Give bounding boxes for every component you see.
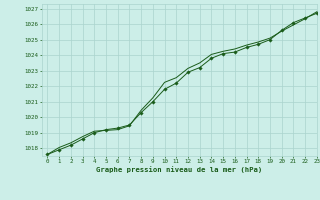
X-axis label: Graphe pression niveau de la mer (hPa): Graphe pression niveau de la mer (hPa)	[96, 166, 262, 173]
